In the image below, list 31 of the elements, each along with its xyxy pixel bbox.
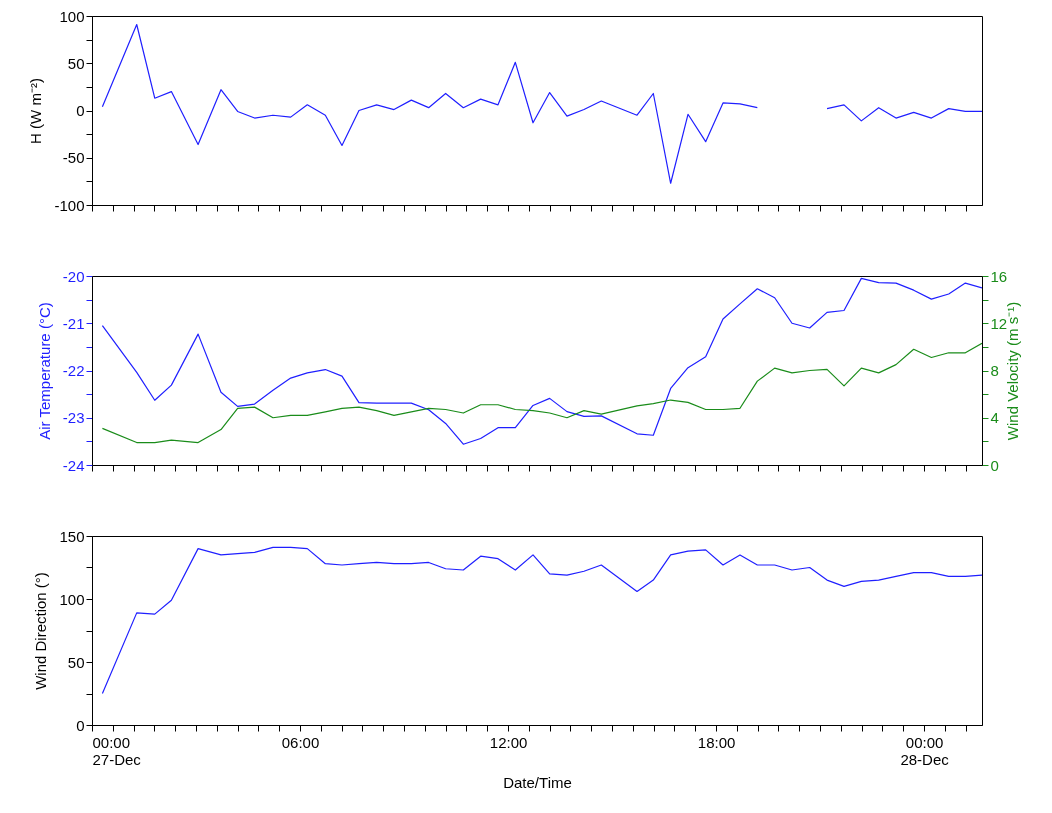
x-tick-label: 06:00 [281,733,320,751]
x-tick-label: 18:00 [697,733,736,751]
y-tick-label: 100 [59,590,85,608]
x-axis-title: Date/Time [503,773,572,791]
y-tick-label: -20 [62,267,85,285]
y-tick-label: 0 [76,102,85,119]
y2-tick-label: 12 [990,314,1008,332]
x-tick-label: 00:00 27-Dec [92,733,142,768]
x-tick-label: 12:00 [489,733,528,751]
y2-tick-label: 4 [990,409,999,427]
y-tick-label: 150 [59,527,85,545]
y-tick-label: -100 [54,196,85,214]
y-tick-label: 50 [67,54,85,72]
y2-tick-label: 0 [990,456,999,474]
y-axis-title: H (W m⁻²) [27,78,45,144]
y-tick-label: 50 [67,653,85,671]
line-series [101,342,982,444]
y2-tick-label: 8 [990,362,999,379]
y-tick-label: -22 [62,362,85,379]
y2-tick-label: 16 [990,267,1008,285]
y-tick-label: -23 [62,409,85,427]
y-axis-title: Air Temperature (°C) [35,302,53,440]
y-tick-label: -24 [62,456,85,474]
y-tick-label: -50 [62,149,85,167]
line-series [101,277,982,445]
y-tick-label: 0 [76,716,85,734]
line-series [101,546,982,695]
y-axis-title: Wind Direction (°) [32,572,50,690]
x-tick-label: 00:00 28-Dec [900,733,950,768]
y-tick-label: 100 [59,7,85,25]
y-tick-label: -21 [62,314,85,332]
